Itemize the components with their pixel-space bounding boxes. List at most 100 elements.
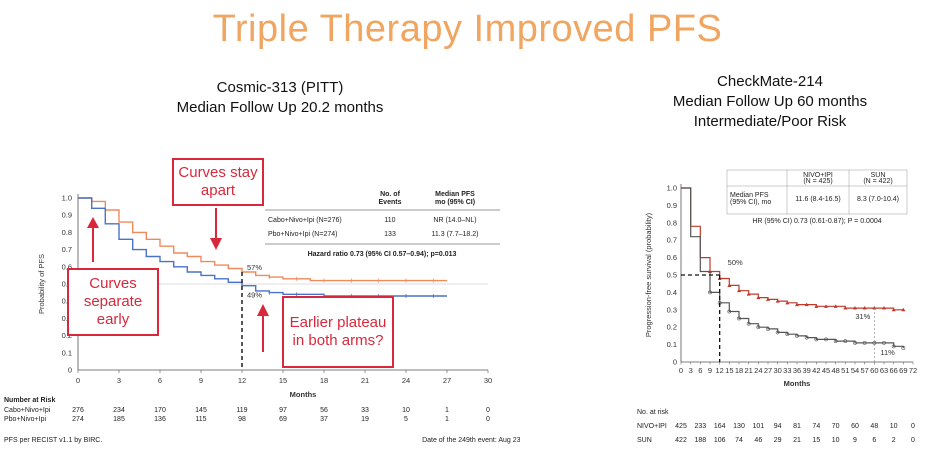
x-tick-label: 72	[909, 366, 917, 375]
y-axis-label: Probability of PFS	[37, 254, 46, 314]
censor-marker	[853, 306, 857, 310]
y-tick-label: 0.4	[667, 288, 677, 297]
footnote-right: Date of the 249th event: Aug 23, 2021	[422, 437, 520, 444]
legend-col-median-2: mo (95% CI)	[435, 199, 475, 206]
y-tick-label: 0.1	[667, 340, 677, 349]
x-tick-label: 63	[880, 366, 888, 375]
x-tick-label: 30	[773, 366, 781, 375]
at-risk-header: No. at risk	[637, 409, 669, 416]
series-line-cabo	[78, 197, 447, 282]
left-km-chart: 00.10.20.30.40.50.60.70.80.91.0036912151…	[4, 191, 520, 444]
y-tick-label: 0.8	[62, 228, 72, 237]
censor-marker	[766, 327, 770, 331]
x-axis-label: Months	[290, 390, 317, 399]
x-tick-label: 51	[841, 366, 849, 375]
at-risk-value: 98	[238, 416, 246, 423]
y-tick-label: 0.9	[62, 211, 72, 220]
at-risk-row-label: Pbo+Nivo+Ipi	[4, 416, 46, 423]
table-col2-n: (N = 422)	[863, 178, 892, 185]
x-tick-label: 15	[725, 366, 733, 375]
at-risk-value: 29	[774, 437, 782, 444]
censor-marker	[775, 299, 780, 303]
annotation-57: 57%	[247, 263, 262, 272]
at-risk-value: 37	[320, 416, 328, 423]
at-risk-value: 276	[72, 407, 84, 414]
censor-marker	[862, 306, 867, 310]
label-50: 50%	[728, 258, 743, 267]
at-risk-header: Number at Risk	[4, 397, 55, 404]
at-risk-value: 274	[72, 416, 84, 423]
x-tick-label: 3	[117, 376, 121, 385]
censor-marker	[785, 332, 790, 337]
y-tick-label: 0.3	[62, 314, 72, 323]
x-tick-label: 45	[822, 366, 830, 375]
y-tick-label: 0.2	[667, 323, 677, 332]
legend-row-label: Pbo+Nivo+Ipi (N=274)	[268, 231, 337, 238]
censor-marker	[756, 295, 761, 300]
right-heading: CheckMate-214 Median Follow Up 60 months…	[640, 72, 900, 132]
y-tick-label: 0.6	[62, 262, 72, 271]
censor-marker	[795, 333, 799, 338]
censor-marker	[901, 307, 906, 312]
left-heading-line2: Median Follow Up 20.2 months	[176, 99, 384, 116]
footnote-left: PFS per RECIST v1.1 by BIRC.	[4, 437, 102, 444]
y-tick-label: 1.0	[667, 184, 677, 193]
censor-marker	[824, 304, 828, 308]
x-tick-label: 21	[361, 376, 369, 385]
x-tick-label: 27	[443, 376, 451, 385]
legend-row-events: 133	[384, 231, 396, 238]
at-risk-value: 1	[445, 407, 449, 414]
at-risk-value: 9	[853, 437, 857, 444]
censor-marker	[775, 330, 780, 335]
at-risk-row-label: NIVO+IPI	[637, 423, 667, 430]
censor-marker	[862, 340, 867, 345]
y-tick-label: 0.3	[667, 305, 677, 314]
at-risk-value: 94	[774, 423, 782, 430]
at-risk-value: 56	[320, 407, 328, 414]
left-heading: Cosmic-313 (PITT) Median Follow Up 20.2 …	[120, 78, 440, 118]
at-risk-value: 0	[486, 407, 490, 414]
table-value-2: 8.3 (7.0-10.4)	[857, 196, 899, 203]
x-axis-label: Months	[784, 379, 811, 388]
x-tick-label: 24	[402, 376, 410, 385]
y-tick-label: 0.9	[667, 201, 677, 210]
at-risk-value: 106	[714, 437, 726, 444]
censor-marker	[795, 302, 799, 307]
legend-row-events: 110	[384, 217, 395, 224]
at-risk-value: 97	[279, 407, 287, 414]
at-risk-value: 2	[892, 437, 896, 444]
at-risk-value: 185	[113, 416, 125, 423]
censor-marker	[727, 283, 732, 287]
at-risk-value: 81	[793, 423, 801, 430]
at-risk-value: 425	[675, 423, 687, 430]
at-risk-value: 69	[279, 416, 287, 423]
censor-marker	[756, 325, 761, 330]
annotation-49: 49%	[247, 291, 262, 300]
right-heading-line1: CheckMate-214	[717, 73, 823, 90]
censor-marker	[804, 335, 809, 340]
x-tick-label: 0	[76, 376, 80, 385]
table-row-label-2: (95% CI), mo	[730, 199, 771, 206]
left-heading-line1: Cosmic-313 (PITT)	[216, 79, 344, 96]
x-tick-label: 36	[793, 366, 801, 375]
at-risk-value: 136	[154, 416, 166, 423]
censor-marker	[833, 304, 838, 308]
censor-marker	[708, 290, 712, 295]
x-tick-label: 48	[831, 366, 839, 375]
x-tick-label: 15	[279, 376, 287, 385]
summary-table	[726, 169, 908, 215]
at-risk-value: 422	[675, 437, 687, 444]
censor-marker	[785, 300, 790, 305]
x-tick-label: 12	[238, 376, 246, 385]
at-risk-value: 170	[154, 407, 166, 414]
x-tick-label: 6	[158, 376, 162, 385]
y-tick-label: 0.5	[667, 271, 677, 280]
censor-marker	[804, 302, 809, 307]
label-11: 11%	[880, 348, 895, 357]
callout-stay-apart: Curves stay apart	[172, 158, 264, 206]
slide-title: Triple Therapy Improved PFS	[212, 8, 723, 50]
censor-marker	[833, 339, 838, 344]
legend-row-median: 11.3 (7.7–18.2)	[432, 231, 479, 238]
y-tick-label: 0.8	[667, 218, 677, 227]
x-tick-label: 3	[689, 366, 693, 375]
